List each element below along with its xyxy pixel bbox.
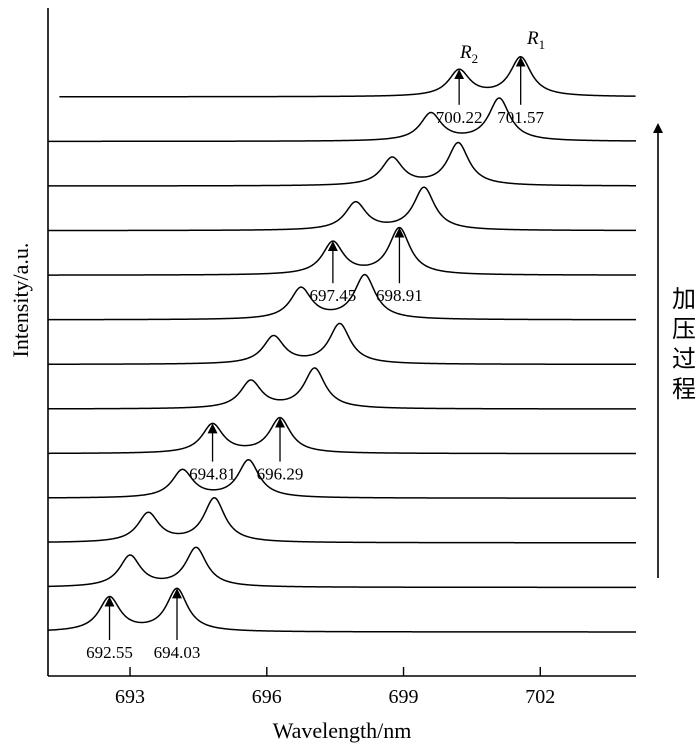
spectrum-curve-7 (47, 322, 636, 366)
spectrum-curve-13 (59, 55, 636, 98)
peak-annotation-label-7: 700.22 (436, 108, 483, 127)
peak-annotation-label-6: 698.91 (376, 286, 423, 305)
peak-label-r1: R1 (526, 28, 545, 52)
spectrum-curve-8 (48, 273, 636, 321)
spectrum-curve-4 (48, 458, 636, 499)
x-axis-ticks: 693 696 699 702 (115, 667, 555, 708)
x-tick-label-1: 693 (115, 686, 145, 708)
y-axis-title: Intensity/a.u. (8, 243, 33, 358)
spectrum-curve-3 (47, 497, 636, 544)
peak-annotation-label-1: 692.55 (86, 643, 133, 662)
peak-annotation-label-8: 701.57 (497, 108, 544, 127)
x-tick-label-3: 699 (389, 686, 419, 708)
x-tick-label-4: 702 (525, 686, 555, 708)
peak-annotations: 692.55 694.03 694.81 696.29 697.45 698.91 700.… (86, 56, 545, 662)
spectrum-curve-10 (48, 186, 636, 232)
spectrum-curves (47, 55, 637, 633)
spectrum-curve-6 (48, 367, 636, 410)
peak-annotation-label-2: 694.03 (154, 643, 201, 662)
spectrum-curve-1 (47, 587, 636, 633)
pressure-process-label: 加压过程 (672, 285, 696, 403)
x-tick-label-2: 696 (252, 686, 282, 708)
spectrum-curve-11 (48, 141, 637, 187)
x-axis-title: Wavelength/nm (273, 718, 412, 743)
peak-annotation-label-3: 694.81 (189, 465, 236, 484)
peak-label-r2: R2 (459, 42, 478, 66)
peak-annotation-label-4: 696.29 (257, 465, 304, 484)
peak-annotation-label-5: 697.45 (310, 286, 357, 305)
spectrum-curve-9 (48, 226, 636, 276)
spectrum-curve-5 (48, 416, 636, 455)
spectrum-curve-12 (48, 97, 637, 143)
spectrum-curve-2 (47, 546, 636, 589)
